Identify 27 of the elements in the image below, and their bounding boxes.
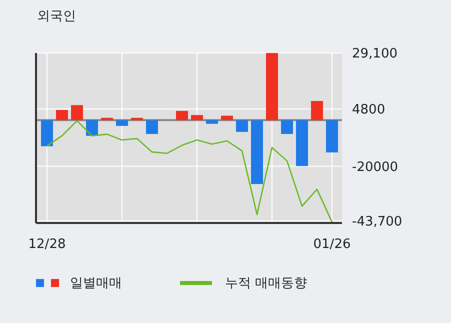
y-tick-label: 29,100: [352, 46, 398, 62]
y-tick-label: -20000: [352, 160, 398, 175]
bar: [326, 120, 338, 152]
bar: [41, 120, 53, 146]
bar: [236, 120, 248, 132]
bar: [191, 115, 203, 120]
x-tick-label: 12/28: [28, 237, 66, 252]
bar: [266, 53, 278, 120]
bar: [86, 120, 98, 136]
bar: [146, 120, 158, 134]
bar: [296, 120, 308, 166]
bar: [56, 110, 68, 120]
bar: [116, 120, 128, 126]
x-tick-label: 01/26: [313, 237, 351, 252]
legend-label: 누적 매매동향: [225, 276, 308, 291]
bar: [251, 120, 263, 184]
bar: [281, 120, 293, 134]
bar: [71, 105, 83, 120]
legend-label: 일별매매: [70, 276, 122, 291]
bar: [221, 116, 233, 120]
bar: [176, 110, 188, 120]
chart-title: 외국인: [37, 9, 76, 24]
y-tick-label: 4800: [352, 102, 386, 118]
line-series: [46, 120, 333, 223]
bar: [311, 100, 323, 120]
y-tick-label: -43,700: [352, 214, 402, 230]
bar: [206, 120, 218, 124]
